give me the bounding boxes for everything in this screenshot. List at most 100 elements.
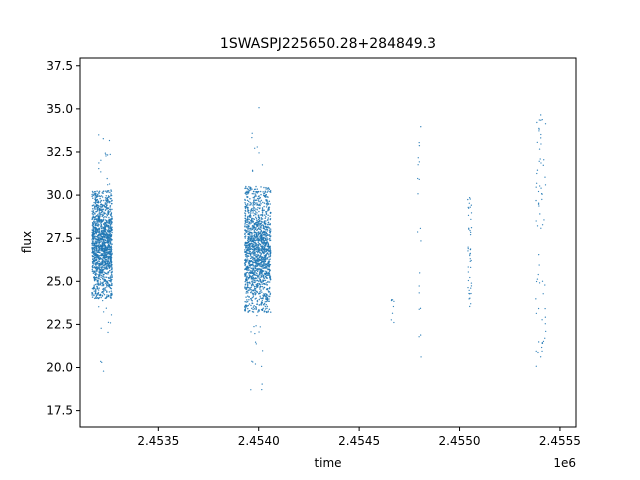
- data-point: [261, 389, 263, 391]
- data-point: [108, 250, 110, 253]
- data-point: [108, 279, 110, 282]
- data-point: [248, 264, 251, 267]
- data-point: [250, 286, 252, 289]
- data-point: [544, 337, 546, 339]
- data-point: [102, 217, 105, 219]
- data-point: [255, 223, 257, 226]
- data-point: [260, 274, 262, 276]
- data-point: [258, 280, 260, 283]
- data-point: [94, 194, 97, 197]
- data-point: [263, 236, 265, 239]
- data-point: [105, 231, 107, 234]
- data-point: [263, 202, 266, 204]
- data-point: [247, 282, 249, 284]
- data-point: [100, 232, 103, 234]
- data-point: [267, 264, 269, 267]
- data-point: [541, 198, 543, 201]
- data-point: [261, 260, 263, 263]
- data-point: [254, 195, 257, 197]
- data-point: [267, 190, 269, 192]
- data-point: [263, 205, 265, 208]
- data-point: [106, 235, 109, 237]
- data-point: [468, 292, 470, 295]
- data-point: [254, 277, 257, 279]
- data-point: [252, 208, 255, 210]
- data-point: [253, 308, 256, 310]
- data-point: [256, 283, 259, 285]
- data-point: [267, 203, 269, 206]
- data-point: [541, 224, 544, 226]
- data-point: [249, 189, 252, 191]
- data-point: [107, 273, 109, 275]
- data-point: [254, 147, 256, 149]
- data-point: [103, 204, 106, 207]
- data-point: [93, 290, 95, 292]
- data-point: [542, 340, 545, 342]
- data-point: [264, 233, 266, 236]
- data-point: [100, 219, 103, 221]
- data-point: [252, 210, 255, 212]
- data-point: [266, 204, 268, 206]
- data-point: [264, 266, 266, 269]
- data-point: [110, 257, 112, 260]
- data-point: [104, 222, 106, 225]
- data-point: [105, 256, 108, 258]
- data-point: [268, 298, 270, 300]
- data-point: [260, 257, 263, 260]
- data-point: [244, 287, 246, 289]
- data-point: [95, 249, 98, 252]
- data-point: [98, 287, 100, 289]
- data-point: [264, 225, 267, 227]
- data-point: [264, 256, 267, 258]
- data-point: [110, 248, 113, 251]
- data-point: [100, 211, 103, 214]
- data-point: [264, 265, 267, 267]
- data-point: [269, 190, 271, 193]
- data-point: [105, 282, 107, 285]
- data-point: [255, 297, 257, 299]
- data-point: [265, 248, 267, 250]
- data-point: [110, 223, 113, 225]
- data-point: [109, 197, 112, 200]
- data-point: [259, 223, 261, 225]
- data-point: [540, 137, 542, 139]
- data-point: [95, 192, 97, 195]
- data-point: [541, 342, 543, 344]
- data-point: [266, 305, 269, 308]
- data-point: [248, 189, 250, 191]
- data-point: [538, 119, 540, 121]
- data-point: [102, 281, 104, 284]
- data-point: [266, 233, 268, 235]
- data-point: [247, 208, 249, 210]
- data-point: [111, 292, 113, 295]
- data-point: [104, 242, 106, 244]
- data-point: [251, 226, 254, 228]
- data-point: [261, 232, 263, 235]
- data-point: [540, 119, 542, 121]
- data-point: [250, 222, 252, 224]
- data-point: [250, 231, 252, 234]
- data-point: [252, 225, 255, 227]
- data-point: [104, 297, 107, 299]
- data-point: [91, 218, 93, 221]
- data-point: [93, 191, 96, 193]
- data-point: [253, 251, 255, 254]
- data-point: [248, 221, 251, 223]
- data-point: [100, 250, 102, 252]
- data-point: [248, 289, 251, 291]
- data-point: [110, 237, 112, 240]
- data-point: [419, 307, 422, 309]
- data-point: [258, 210, 260, 213]
- data-point: [266, 228, 268, 231]
- data-point: [98, 306, 100, 308]
- data-point: [100, 327, 102, 329]
- data-point: [255, 292, 257, 295]
- data-point: [252, 217, 254, 220]
- data-point: [94, 267, 97, 270]
- data-point: [262, 296, 265, 298]
- data-point: [470, 287, 472, 289]
- data-point: [268, 295, 271, 298]
- data-point: [264, 295, 267, 298]
- data-point: [94, 291, 97, 294]
- data-point: [247, 252, 250, 255]
